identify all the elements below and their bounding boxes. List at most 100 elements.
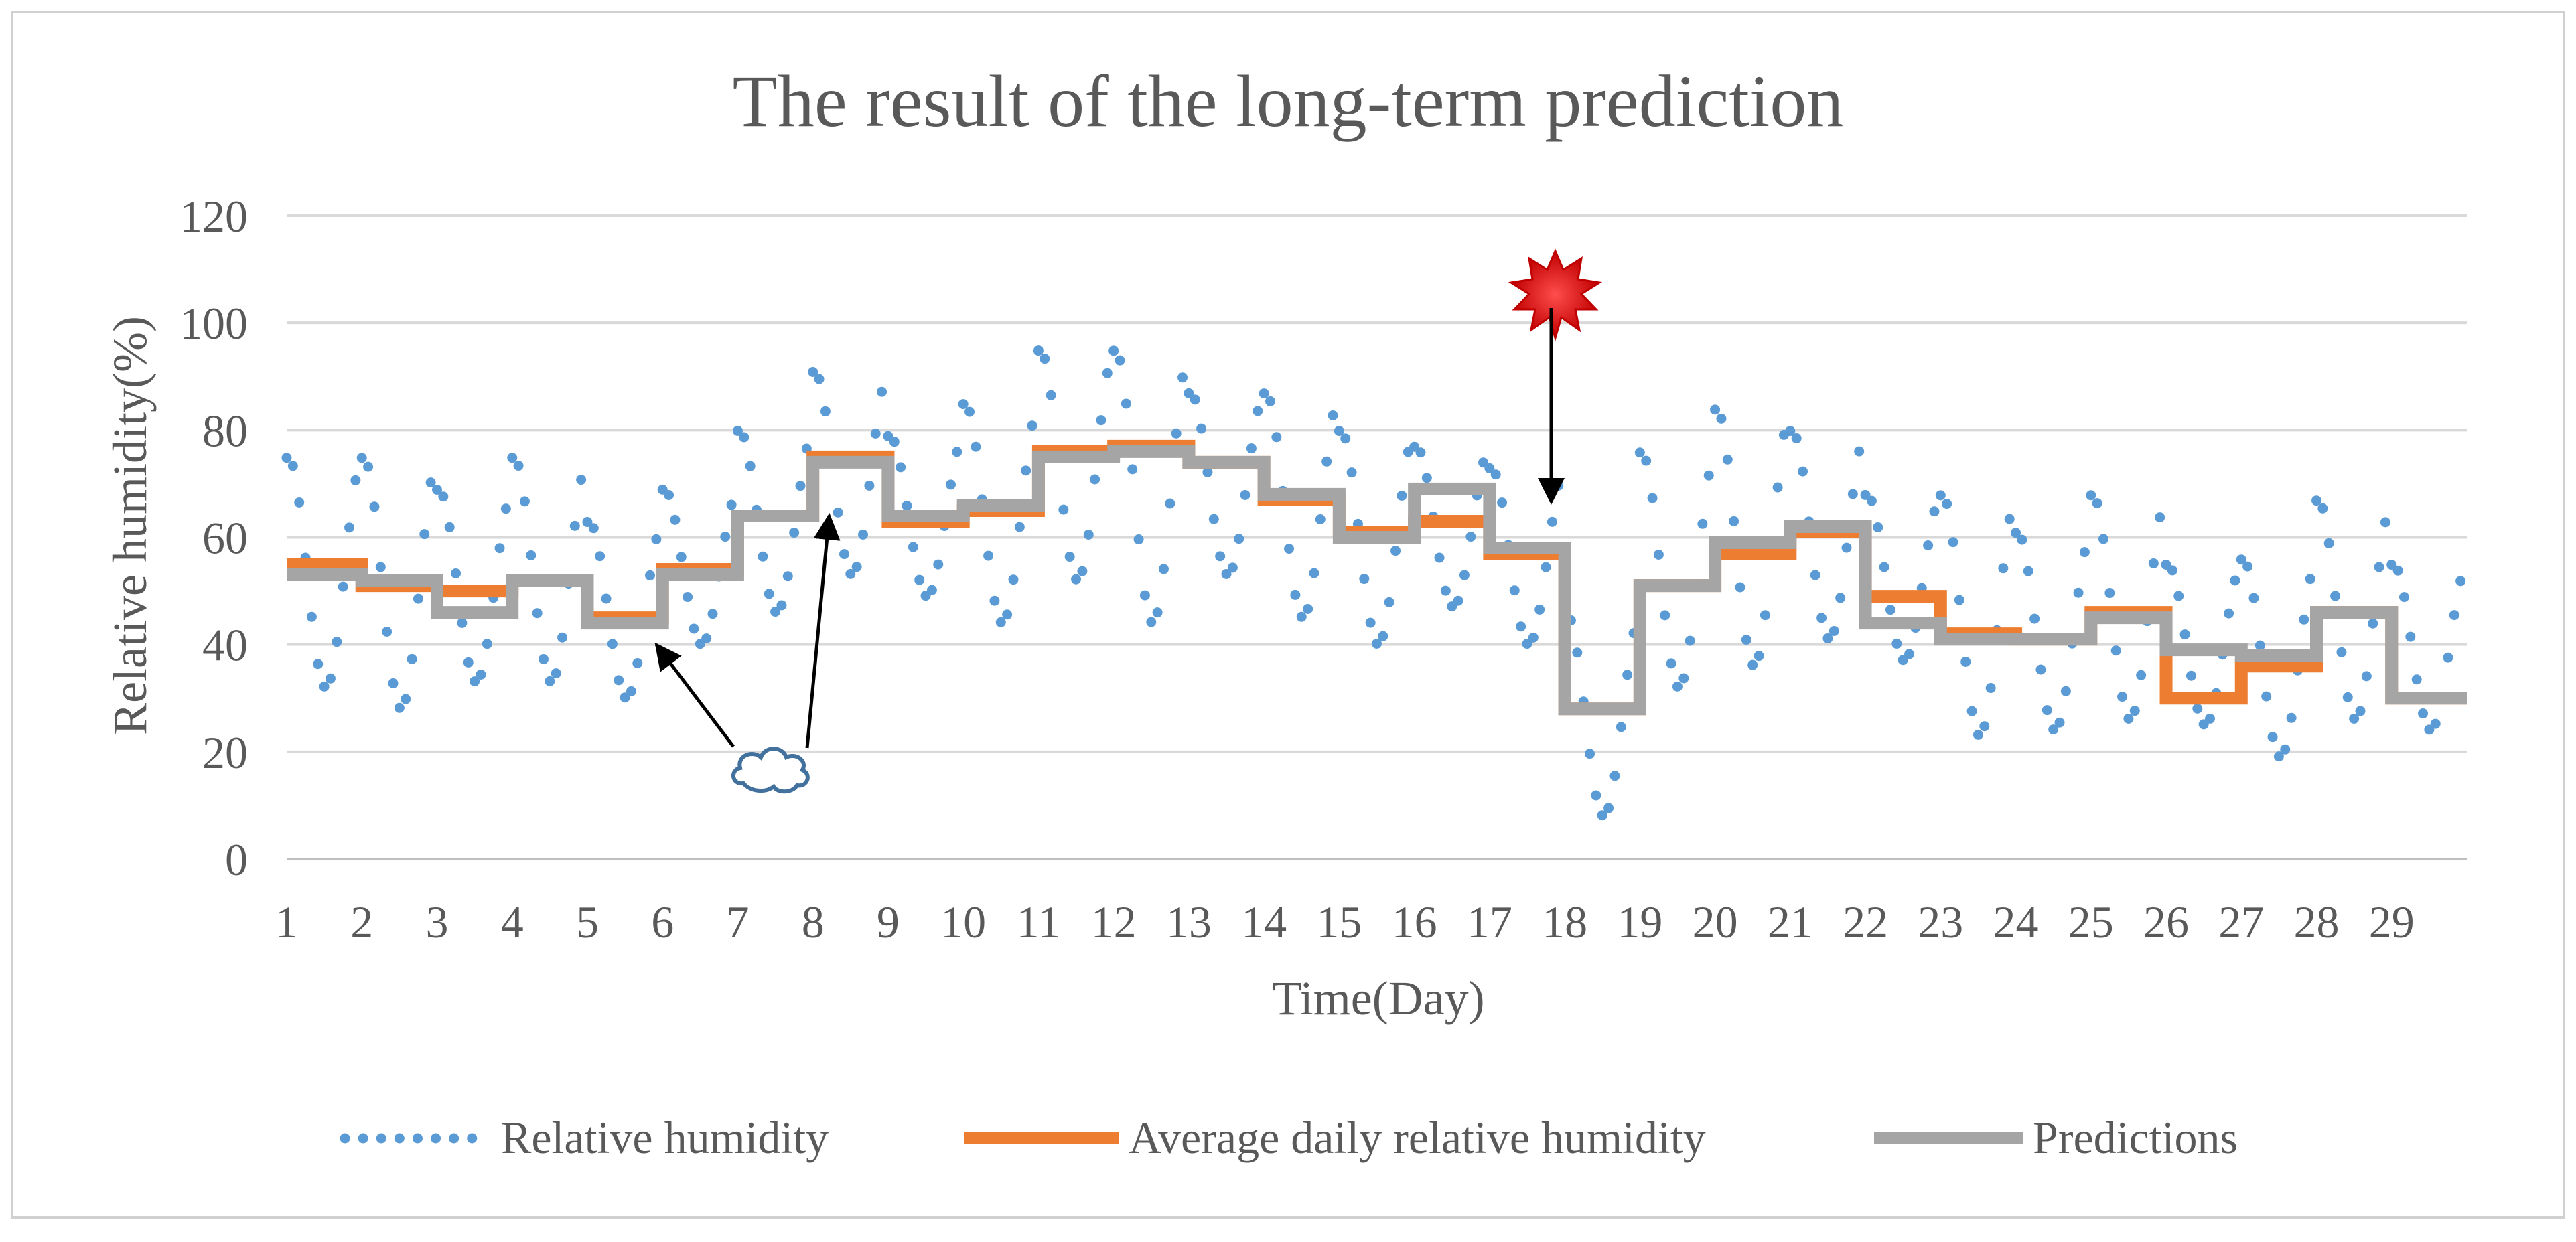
humidity-point bbox=[1985, 683, 1996, 694]
humidity-point bbox=[413, 593, 423, 604]
humidity-point bbox=[782, 571, 793, 582]
humidity-point bbox=[2004, 514, 2015, 524]
humidity-point bbox=[889, 437, 900, 447]
humidity-point bbox=[1735, 582, 1745, 593]
humidity-point bbox=[2092, 498, 2102, 509]
humidity-point bbox=[1854, 446, 1865, 457]
humidity-point bbox=[1372, 638, 1382, 649]
humidity-point bbox=[2060, 686, 2071, 696]
humidity-point bbox=[601, 593, 612, 604]
humidity-point bbox=[1246, 443, 1257, 454]
humidity-point bbox=[1747, 659, 1758, 670]
humidity-point bbox=[789, 528, 800, 538]
legend: Relative humidity Average daily relative… bbox=[340, 1112, 2238, 1163]
humidity-point bbox=[2361, 671, 2372, 682]
humidity-point bbox=[2374, 562, 2384, 572]
humidity-point bbox=[1190, 394, 1200, 405]
humidity-point bbox=[1340, 433, 1351, 444]
humidity-point bbox=[1528, 632, 1539, 643]
humidity-point bbox=[2086, 490, 2096, 501]
legend-label-predictions: Predictions bbox=[2033, 1112, 2238, 1163]
humidity-point bbox=[375, 562, 386, 572]
humidity-point bbox=[1303, 603, 1313, 614]
humidity-point bbox=[2205, 713, 2216, 724]
x-tick-label: 1 bbox=[275, 897, 298, 947]
humidity-point bbox=[1165, 498, 1175, 509]
humidity-point bbox=[1960, 656, 1971, 667]
humidity-point bbox=[2430, 718, 2441, 729]
humidity-point bbox=[758, 551, 768, 562]
humidity-point bbox=[1591, 790, 1601, 801]
humidity-point bbox=[425, 477, 436, 488]
humidity-point bbox=[958, 399, 969, 410]
series-predictions-line bbox=[287, 445, 2467, 716]
humidity-point bbox=[651, 534, 662, 544]
humidity-point bbox=[1434, 552, 1445, 563]
humidity-point bbox=[500, 503, 511, 514]
x-tick-label: 2 bbox=[350, 897, 373, 947]
humidity-point bbox=[1177, 372, 1188, 383]
humidity-point bbox=[1597, 810, 1607, 821]
humidity-point bbox=[1071, 574, 1082, 585]
humidity-point bbox=[306, 611, 317, 622]
humidity-point bbox=[1077, 566, 1088, 576]
humidity-point bbox=[795, 481, 806, 491]
humidity-point bbox=[989, 595, 1000, 606]
humidity-point bbox=[551, 668, 561, 679]
humidity-point bbox=[1923, 540, 1934, 550]
humidity-point bbox=[877, 386, 887, 397]
humidity-point bbox=[569, 520, 580, 531]
humidity-point bbox=[1152, 607, 1163, 618]
humidity-point bbox=[2129, 706, 2140, 716]
humidity-point bbox=[808, 366, 818, 377]
humidity-point bbox=[1891, 638, 1902, 649]
humidity-point bbox=[1616, 722, 1626, 732]
humidity-point bbox=[1760, 610, 1770, 621]
humidity-point bbox=[2017, 534, 2027, 545]
humidity-point bbox=[1208, 514, 1219, 524]
humidity-point bbox=[294, 497, 305, 508]
humidity-point bbox=[2230, 575, 2240, 586]
humidity-point bbox=[1108, 345, 1119, 356]
humidity-point bbox=[281, 453, 292, 463]
humidity-point bbox=[739, 432, 749, 443]
humidity-point bbox=[664, 489, 674, 500]
humidity-point bbox=[1841, 542, 1852, 553]
humidity-point bbox=[1816, 613, 1827, 623]
humidity-point bbox=[1265, 396, 1275, 406]
x-tick-label: 25 bbox=[2068, 897, 2114, 947]
humidity-point bbox=[2399, 592, 2409, 603]
humidity-point bbox=[2273, 751, 2284, 762]
humidity-point bbox=[632, 658, 643, 669]
humidity-point bbox=[1948, 537, 1958, 548]
x-tick-label: 13 bbox=[1166, 897, 1212, 947]
humidity-point bbox=[1127, 464, 1138, 475]
humidity-point bbox=[908, 542, 918, 552]
humidity-point bbox=[1309, 568, 1319, 578]
x-tick-label: 9 bbox=[877, 897, 900, 947]
humidity-point bbox=[2148, 558, 2159, 568]
x-tick-label: 23 bbox=[1918, 897, 1963, 947]
humidity-point bbox=[971, 441, 981, 452]
y-tick-label: 120 bbox=[180, 191, 248, 242]
humidity-point bbox=[1259, 388, 1269, 399]
humidity-point bbox=[313, 659, 324, 670]
humidity-point bbox=[1847, 489, 1858, 499]
humidity-point bbox=[1058, 504, 1069, 515]
humidity-point bbox=[369, 501, 380, 512]
humidity-point bbox=[2248, 593, 2259, 603]
x-tick-label: 10 bbox=[940, 897, 986, 947]
humidity-point bbox=[494, 543, 505, 554]
humidity-point bbox=[2323, 538, 2334, 548]
humidity-point bbox=[851, 562, 862, 572]
humidity-point bbox=[1822, 633, 1833, 643]
humidity-point bbox=[1328, 410, 1338, 420]
x-tick-label: 16 bbox=[1392, 897, 1437, 947]
humidity-point bbox=[2173, 591, 2184, 601]
humidity-point bbox=[2255, 640, 2265, 651]
humidity-point bbox=[1622, 670, 1633, 680]
humidity-point bbox=[2336, 647, 2347, 657]
humidity-point bbox=[1973, 729, 1983, 740]
humidity-point bbox=[1465, 532, 1476, 542]
humidity-point bbox=[845, 568, 856, 579]
